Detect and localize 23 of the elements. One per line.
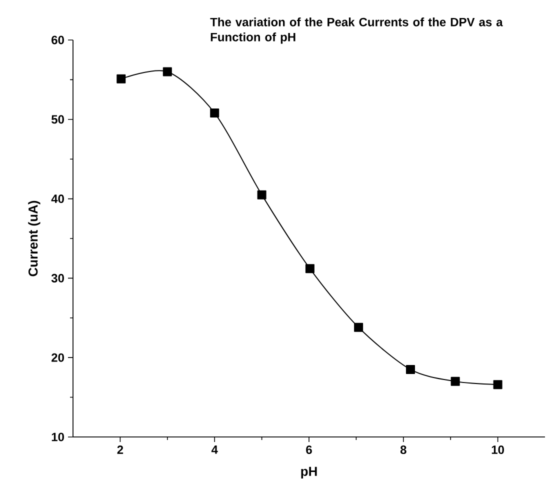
x-tick-label: 8 (400, 446, 406, 454)
point (210, 108, 220, 118)
y-tick-label: 40 (51, 194, 64, 204)
x-tick-label: 10 (492, 446, 504, 454)
point (305, 264, 314, 274)
point (354, 322, 364, 332)
point (162, 67, 172, 76)
y-tick-label: 50 (52, 115, 64, 124)
y-tick-label: 10 (52, 432, 64, 442)
x-axis-title: pH (301, 466, 317, 479)
x-tick-label: 2 (117, 446, 124, 454)
point (493, 380, 502, 390)
point (450, 376, 460, 386)
point (257, 190, 266, 200)
x-tick-label: 6 (306, 446, 312, 454)
x-tick-label: 4 (211, 446, 218, 454)
y-axis-title: Current (uA) (28, 200, 40, 276)
point (406, 365, 415, 374)
y-tick-label: 60 (52, 36, 64, 44)
y-tick-label: 30 (51, 274, 64, 282)
chart-title: The variation of the Peak Currents of the DPV as a Function of pH (210, 18, 503, 44)
point (116, 74, 126, 84)
y-tick-label: 20 (52, 353, 64, 362)
